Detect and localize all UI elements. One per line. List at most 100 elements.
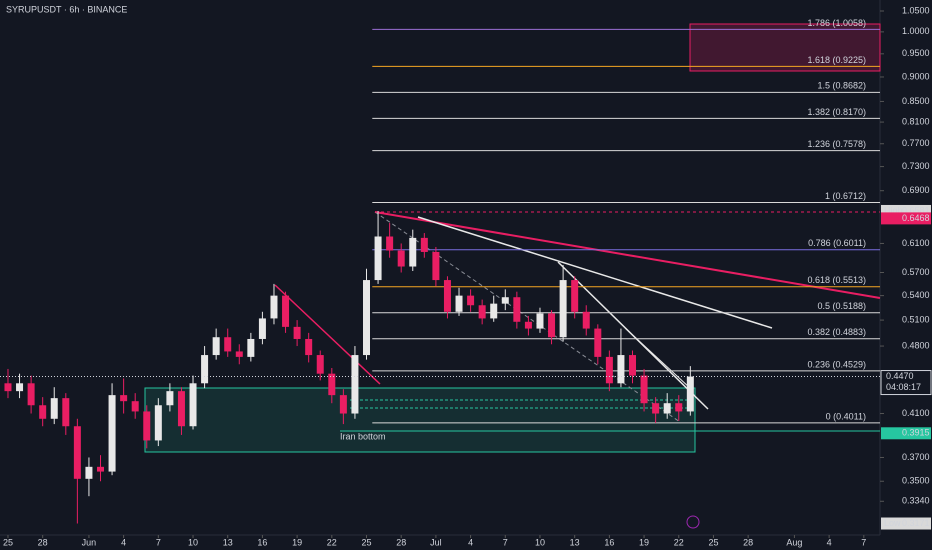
- x-tick-label: 25: [3, 537, 13, 547]
- y-tick-label: 0.3340: [902, 496, 930, 506]
- candle-body: [675, 403, 683, 412]
- y-tick-label: 1.0000: [902, 26, 930, 36]
- candle-body: [97, 466, 105, 472]
- x-tick-label: 25: [361, 537, 371, 547]
- fib-label: 1 (0.6712): [825, 191, 866, 201]
- price-tag-label: 0.6581: [902, 205, 930, 215]
- y-tick-label: 0.8100: [902, 116, 930, 126]
- x-tick-label: 16: [604, 537, 614, 547]
- y-tick-label: 0.6900: [902, 185, 930, 195]
- y-tick-label: 0.5100: [902, 314, 930, 324]
- fib-label: 0.786 (0.6011): [808, 238, 866, 248]
- x-tick-label: 7: [861, 537, 866, 547]
- fib-label: 1.618 (0.9225): [807, 55, 866, 65]
- trendline: [374, 211, 881, 299]
- y-tick-label: 0.8500: [902, 96, 930, 106]
- y-tick-label: 1.0500: [902, 5, 930, 15]
- candle-body: [397, 250, 405, 267]
- candle-body: [409, 237, 417, 267]
- candle-body: [62, 398, 70, 427]
- candle-body: [16, 383, 24, 392]
- price-tag-label: 0.4470: [886, 371, 914, 381]
- x-tick-label: 28: [743, 537, 753, 547]
- candle-body: [594, 328, 602, 357]
- candle-body: [189, 383, 197, 427]
- candle-body: [363, 280, 371, 356]
- candle-body: [571, 280, 579, 312]
- fib-label: 0.236 (0.4529): [807, 359, 866, 369]
- candle-body: [640, 375, 648, 404]
- candle-body: [27, 383, 35, 406]
- trendline: [274, 284, 381, 385]
- candle-body: [420, 237, 428, 252]
- price-tag-label: 0.3915: [902, 428, 930, 438]
- candle-body: [235, 351, 243, 357]
- candle-body: [339, 395, 347, 414]
- fib-label: 0 (0.4011): [826, 411, 866, 421]
- fib-label: 1.236 (0.7578): [807, 139, 866, 149]
- candle-body: [686, 376, 694, 412]
- y-tick-label: 0.7300: [902, 161, 930, 171]
- candle-body: [154, 405, 162, 441]
- x-tick-label: 22: [674, 537, 684, 547]
- candle-body: [120, 395, 128, 402]
- candle-body: [548, 313, 556, 338]
- event-icon[interactable]: [686, 515, 700, 529]
- candle-body: [455, 295, 463, 312]
- candle-body: [212, 337, 220, 356]
- candle-body: [443, 280, 451, 312]
- candle-body: [524, 321, 532, 329]
- trendline: [417, 216, 773, 329]
- candle-body: [617, 355, 625, 384]
- candle-body: [513, 297, 521, 322]
- candle-body: [85, 466, 93, 479]
- x-tick-label: 16: [257, 537, 267, 547]
- price-tag-name: High: [884, 205, 903, 215]
- candle-body: [582, 311, 590, 329]
- fib-label: 0.5 (0.5188): [817, 301, 866, 311]
- candle-body: [467, 295, 475, 306]
- candle-body: [328, 373, 336, 396]
- fib-label: 0.618 (0.5513): [807, 275, 866, 285]
- candle-body: [282, 295, 290, 327]
- fib-label: 1.5 (0.8682): [817, 81, 866, 91]
- candle-body: [258, 318, 266, 339]
- price-tag: [881, 212, 931, 225]
- y-tick-label: 0.3500: [902, 476, 930, 486]
- price-tag: [880, 370, 932, 396]
- candle-body: [166, 391, 174, 406]
- y-tick-label: 0.5700: [902, 267, 930, 277]
- y-tick-label: 0.6100: [902, 238, 930, 248]
- price-tag-label: 0.6468: [902, 213, 930, 223]
- fib-label: 1.786 (1.0058): [807, 18, 866, 28]
- x-tick-label: Jul: [430, 537, 442, 547]
- candle-body: [605, 356, 613, 384]
- price-tag-label: 0.3171: [902, 518, 930, 528]
- candle-body: [293, 326, 301, 339]
- chart-title: SYRUPUSDT · 6h · BINANCE: [6, 4, 127, 14]
- candle-body: [50, 398, 58, 419]
- x-tick-label: 13: [570, 537, 580, 547]
- candle-body: [374, 236, 382, 281]
- price-tag-name: Low: [884, 518, 901, 528]
- y-tick-label: 0.7700: [902, 138, 930, 148]
- y-tick-label: 0.3700: [902, 452, 930, 462]
- candle-body: [270, 295, 278, 319]
- x-tick-label: 25: [708, 537, 718, 547]
- x-tick-label: 19: [639, 537, 649, 547]
- candle-body: [177, 391, 185, 427]
- candle-body: [652, 403, 660, 414]
- x-tick-label: 10: [535, 537, 545, 547]
- x-tick-label: 4: [827, 537, 832, 547]
- candle-body: [478, 305, 486, 319]
- candle-body: [143, 411, 151, 441]
- x-tick-label: 28: [38, 537, 48, 547]
- candle-body: [316, 355, 324, 374]
- x-tick-label: 10: [188, 537, 198, 547]
- candle-body: [501, 297, 509, 304]
- candle-body: [305, 338, 313, 356]
- price-tag-sub: 04:08:17: [886, 382, 921, 392]
- annotation: Iran bottom: [340, 431, 386, 441]
- y-tick-label: 0.4800: [902, 340, 930, 350]
